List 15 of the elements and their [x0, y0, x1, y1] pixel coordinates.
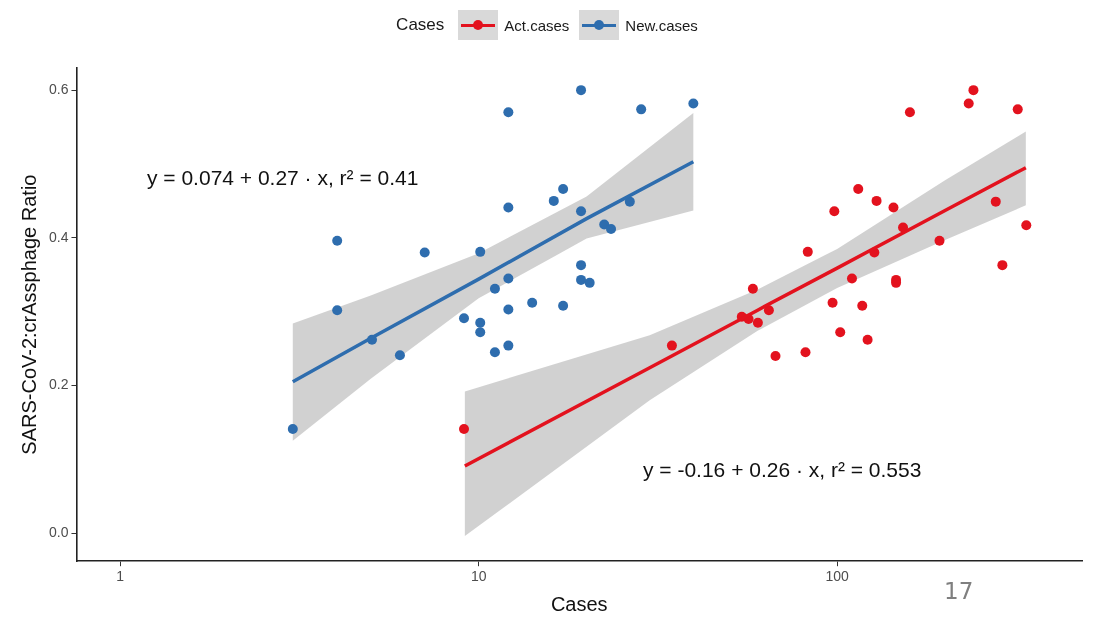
annotation: y = 0.074 + 0.27 · x, r² = 0.41	[147, 166, 419, 190]
annotation: y = -0.16 + 0.26 · x, r² = 0.553	[643, 458, 922, 482]
x-tick-label: 100	[825, 568, 850, 585]
x-tick-label: 1	[116, 568, 125, 585]
legend-label: Act.cases	[504, 16, 570, 34]
x-axis-title: Cases	[550, 592, 608, 615]
y-tick-label: 0.0	[48, 524, 69, 540]
text: 17	[944, 578, 974, 604]
y-tick-label: 0.6	[48, 81, 69, 98]
x-tick-label: 10	[470, 568, 487, 585]
legend-title: Cases	[396, 15, 445, 35]
y-tick-label: 0.4	[48, 228, 69, 245]
legend-label: New.cases	[625, 16, 698, 34]
y-axis-title: SARS-CoV-2:crAssphage Ratio	[17, 174, 40, 455]
y-tick-label: 0.2	[48, 376, 69, 393]
